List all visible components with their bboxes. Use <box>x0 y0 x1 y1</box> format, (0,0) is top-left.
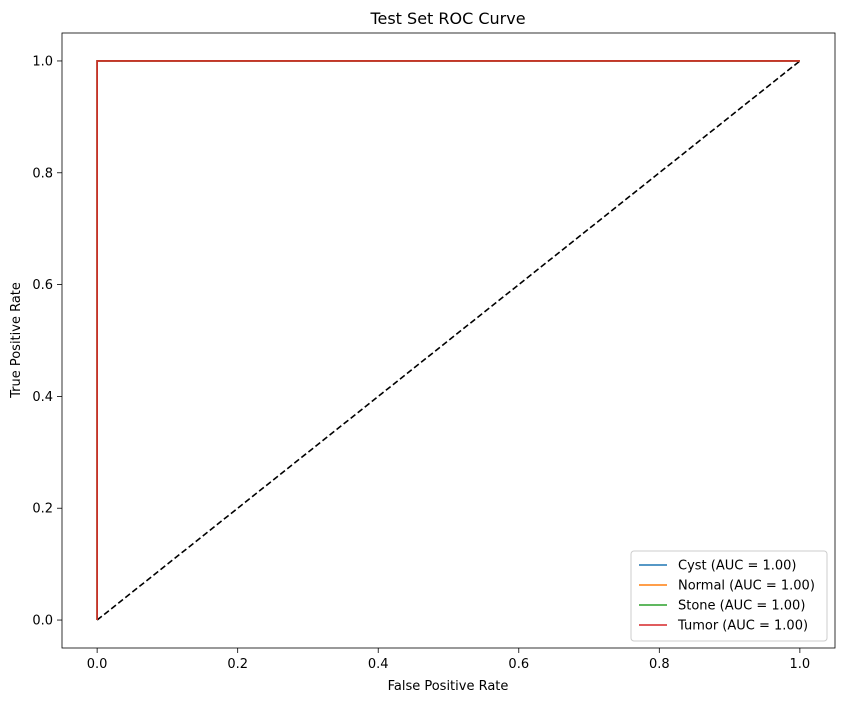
x-tick-label: 0.6 <box>508 657 529 672</box>
y-tick-label: 0.6 <box>32 278 53 293</box>
legend-label: Normal (AUC = 1.00) <box>678 579 815 594</box>
x-tick-label: 0.4 <box>368 657 389 672</box>
x-axis: 0.0 0.2 0.4 0.6 0.8 1.0 <box>87 648 810 672</box>
plot-frame <box>61 32 836 649</box>
y-tick-label: 1.0 <box>32 54 53 69</box>
chance-diagonal-line <box>96 60 801 621</box>
series-line-3 <box>96 60 800 621</box>
x-tick-label: 0.2 <box>227 657 248 672</box>
legend-box <box>630 550 828 642</box>
legend: Cyst (AUC = 1.00) Normal (AUC = 1.00) Ston… <box>630 550 828 642</box>
legend-label: Tumor (AUC = 1.00) <box>677 619 808 634</box>
y-tick-label: 0.2 <box>32 502 53 517</box>
y-tick-label: 0.4 <box>32 390 53 405</box>
y-tick-label: 0.8 <box>32 166 53 181</box>
x-tick-label: 1.0 <box>790 657 811 672</box>
y-axis-label: True Positive Rate <box>9 282 24 399</box>
series-layer <box>96 60 800 621</box>
x-tick-label: 0.0 <box>87 657 108 672</box>
reference-layer <box>96 60 801 621</box>
legend-label: Stone (AUC = 1.00) <box>678 599 805 614</box>
y-tick-label: 0.0 <box>32 614 53 629</box>
y-axis: 0.0 0.2 0.4 0.6 0.8 1.0 <box>32 54 62 629</box>
x-axis-label: False Positive Rate <box>388 679 509 694</box>
x-tick-label: 0.8 <box>649 657 670 672</box>
legend-label: Cyst (AUC = 1.00) <box>678 559 797 574</box>
plot-area <box>61 32 836 649</box>
chart-title: Test Set ROC Curve <box>369 9 525 28</box>
